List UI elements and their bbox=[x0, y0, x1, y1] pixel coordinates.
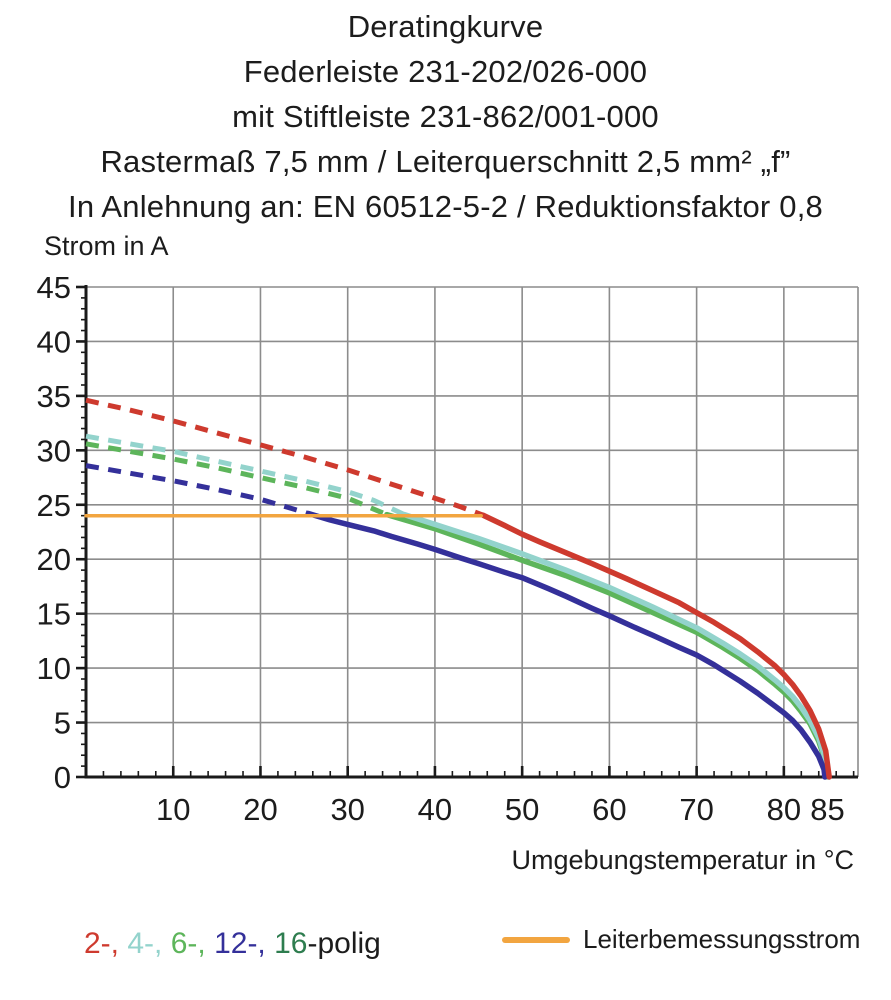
y-tick-label: 10 bbox=[37, 651, 71, 686]
y-tick-label: 0 bbox=[54, 760, 71, 795]
y-tick-label: 45 bbox=[37, 270, 71, 305]
y-axis-label: Strom in A bbox=[44, 231, 169, 261]
x-tick-label: 40 bbox=[418, 792, 452, 827]
curve-2-polig-solid bbox=[480, 512, 832, 780]
x-tick-label: 70 bbox=[679, 792, 713, 827]
legend-pole-segment: 2-, bbox=[84, 927, 120, 960]
y-tick-label: 20 bbox=[37, 542, 71, 577]
y-tick-label: 25 bbox=[37, 488, 71, 523]
x-tick-label: 85 bbox=[810, 792, 844, 827]
curve-4-polig-solid bbox=[401, 511, 832, 780]
legend-pole-segment: 4-, bbox=[119, 927, 163, 960]
x-tick-label: 10 bbox=[156, 792, 190, 827]
legend-rated: Leiterbemessungsstrom bbox=[502, 924, 860, 955]
x-tick-label: 50 bbox=[505, 792, 539, 827]
rated-current-label: Leiterbemessungsstrom bbox=[583, 924, 861, 954]
x-tick-label: 20 bbox=[243, 792, 277, 827]
legend-poles: 2-, 4-, 6-, 12-, 16-polig bbox=[84, 927, 381, 961]
curve-6-polig-dashed bbox=[85, 441, 388, 517]
curve-2-polig-dashed bbox=[85, 397, 484, 518]
chart-title-block: Deratingkurve Federleiste 231-202/026-00… bbox=[0, 4, 891, 229]
legend-pole-segment: -polig bbox=[307, 927, 381, 960]
y-tick-label: 30 bbox=[37, 433, 71, 468]
x-tick-label: 60 bbox=[592, 792, 626, 827]
rated-current-line-swatch bbox=[502, 936, 570, 943]
legend-pole-segment: 16 bbox=[265, 927, 308, 960]
curve-12-polig-dashed bbox=[85, 463, 310, 516]
title-line-2: Federleiste 231-202/026-000 bbox=[243, 54, 648, 89]
y-tick-label: 40 bbox=[37, 324, 71, 359]
title-line-3: mit Stiftleiste 231-862/001-000 bbox=[232, 99, 659, 134]
legend-pole-segment: 12-, bbox=[205, 927, 266, 960]
y-tick-label: 35 bbox=[37, 379, 71, 414]
curve-12-polig-solid bbox=[305, 510, 828, 780]
y-tick-label: 5 bbox=[54, 706, 71, 741]
title-line-5: In Anlehnung an: EN 60512-5-2 / Reduktio… bbox=[68, 189, 823, 224]
title-line-1: Deratingkurve bbox=[347, 9, 544, 44]
legend-pole-segment: 6-, bbox=[162, 927, 206, 960]
title-line-4: Rastermaß 7,5 mm / Leiterquerschnitt 2,5… bbox=[100, 144, 791, 179]
x-axis-label: Umgebungstemperatur in °C bbox=[511, 845, 854, 875]
x-tick-label: 30 bbox=[330, 792, 364, 827]
x-tick-label: 80 bbox=[767, 792, 801, 827]
y-tick-label: 15 bbox=[37, 597, 71, 632]
